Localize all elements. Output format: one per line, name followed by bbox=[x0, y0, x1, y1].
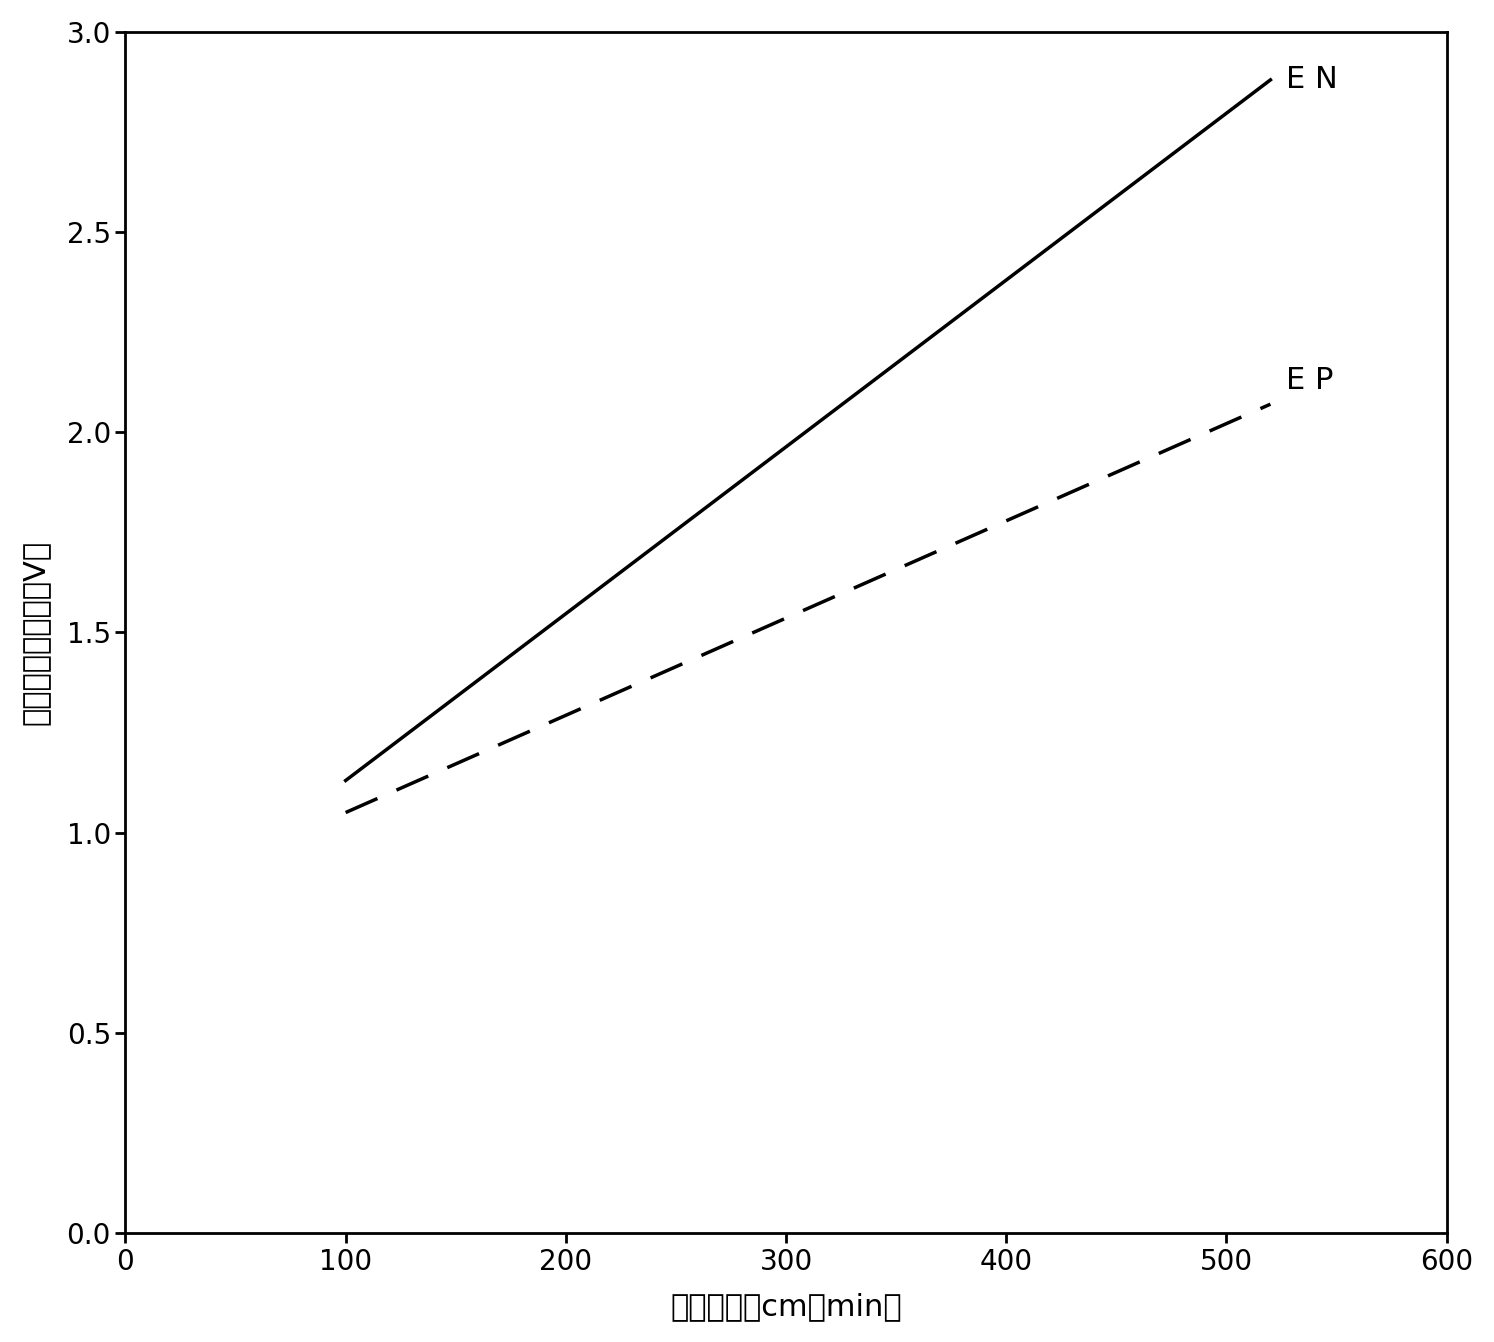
Text: E P: E P bbox=[1286, 365, 1333, 395]
X-axis label: 进给速度（cm／min）: 进给速度（cm／min） bbox=[671, 1292, 902, 1321]
Y-axis label: 缩颈检测基准值（V）: 缩颈检测基准值（V） bbox=[21, 539, 49, 725]
Text: E N: E N bbox=[1286, 66, 1337, 94]
